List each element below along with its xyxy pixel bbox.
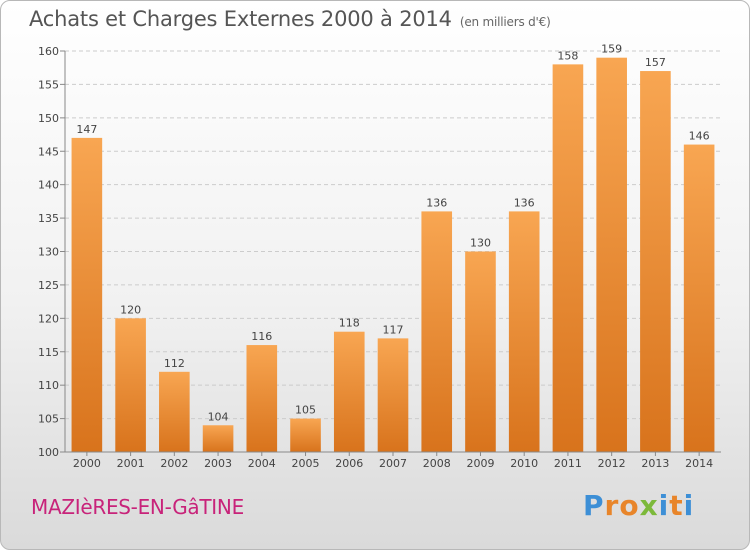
bar-2006: [333, 331, 365, 452]
y-tick-label: 115: [38, 346, 59, 359]
logo-letter: o: [619, 489, 640, 522]
data-label: 105: [295, 404, 316, 417]
x-tick-label: 2012: [598, 457, 626, 470]
x-tick-label: 2003: [204, 457, 232, 470]
data-label: 130: [470, 237, 491, 250]
x-tick-label: 2002: [160, 457, 188, 470]
bar-2012: [596, 57, 627, 452]
x-tick-label: 2006: [335, 457, 363, 470]
x-tick-label: 2001: [117, 457, 145, 470]
logo-letter: i: [658, 489, 670, 522]
x-tick-label: 2000: [73, 457, 101, 470]
commune-name: MAZIèRES-EN-GâTINE: [31, 495, 244, 519]
data-label: 112: [164, 357, 185, 370]
x-tick-label: 2013: [641, 457, 669, 470]
y-tick-label: 135: [38, 212, 59, 225]
y-tick-label: 160: [38, 45, 59, 58]
y-tick-label: 155: [38, 78, 59, 91]
y-tick-label: 100: [38, 446, 59, 459]
data-label: 117: [383, 323, 404, 336]
x-tick-label: 2004: [248, 457, 276, 470]
x-tick-label: 2010: [510, 457, 538, 470]
chart-title-text: Achats et Charges Externes 2000 à 2014: [29, 7, 452, 31]
x-tick-label: 2008: [423, 457, 451, 470]
logo-letter: x: [639, 489, 659, 522]
bar-2014: [683, 144, 715, 453]
logo-letter: r: [604, 489, 620, 522]
x-tick-label: 2011: [554, 457, 582, 470]
x-tick-label: 2009: [466, 457, 494, 470]
bar-2000: [71, 137, 103, 452]
y-tick-label: 145: [38, 145, 59, 158]
y-tick-label: 105: [38, 413, 59, 426]
bar-2009: [465, 251, 496, 452]
chart-title: Achats et Charges Externes 2000 à 2014 (e…: [29, 7, 551, 31]
data-label: 157: [645, 56, 666, 69]
data-label: 136: [426, 196, 447, 209]
bar-2005: [290, 418, 321, 452]
logo-letter: t: [669, 489, 684, 522]
bar-2007: [377, 338, 409, 452]
bar-2011: [552, 64, 584, 452]
y-tick-label: 150: [38, 112, 59, 125]
y-tick-label: 120: [38, 312, 59, 325]
bar-2003: [202, 425, 234, 452]
x-tick-label: 2007: [379, 457, 407, 470]
x-tick-label: 2014: [685, 457, 713, 470]
logo-letter: i: [683, 489, 695, 522]
axes: 100 105 110 115 120 125 130 135 140 145 150 155 160 2…: [38, 45, 721, 470]
y-tick-label: 130: [38, 246, 59, 259]
bars: 147 120 112 104 116 105 118 117 136 130 136 158 159 1…: [71, 43, 715, 453]
data-label: 159: [601, 43, 622, 56]
chart-unit-note: (en milliers d'€): [459, 15, 551, 29]
logo-letter: P: [583, 489, 605, 522]
data-label: 146: [689, 130, 710, 143]
y-tick-label: 125: [38, 279, 59, 292]
x-tick-label: 2005: [292, 457, 320, 470]
data-label: 158: [557, 49, 578, 62]
data-label: 118: [339, 317, 360, 330]
proxiti-logo[interactable]: Proxiti: [583, 489, 694, 522]
bar-2001: [115, 318, 146, 452]
data-label: 136: [514, 196, 535, 209]
bar-2002: [159, 371, 190, 452]
bar-2008: [421, 211, 453, 452]
bar-2010: [508, 211, 540, 452]
data-label: 116: [251, 330, 272, 343]
data-label: 120: [120, 303, 141, 316]
data-label: 104: [208, 410, 229, 423]
bar-2013: [640, 71, 671, 453]
y-tick-label: 110: [38, 379, 59, 392]
bar-2004: [246, 345, 278, 452]
data-label: 147: [76, 123, 97, 136]
y-tick-label: 140: [38, 179, 59, 192]
